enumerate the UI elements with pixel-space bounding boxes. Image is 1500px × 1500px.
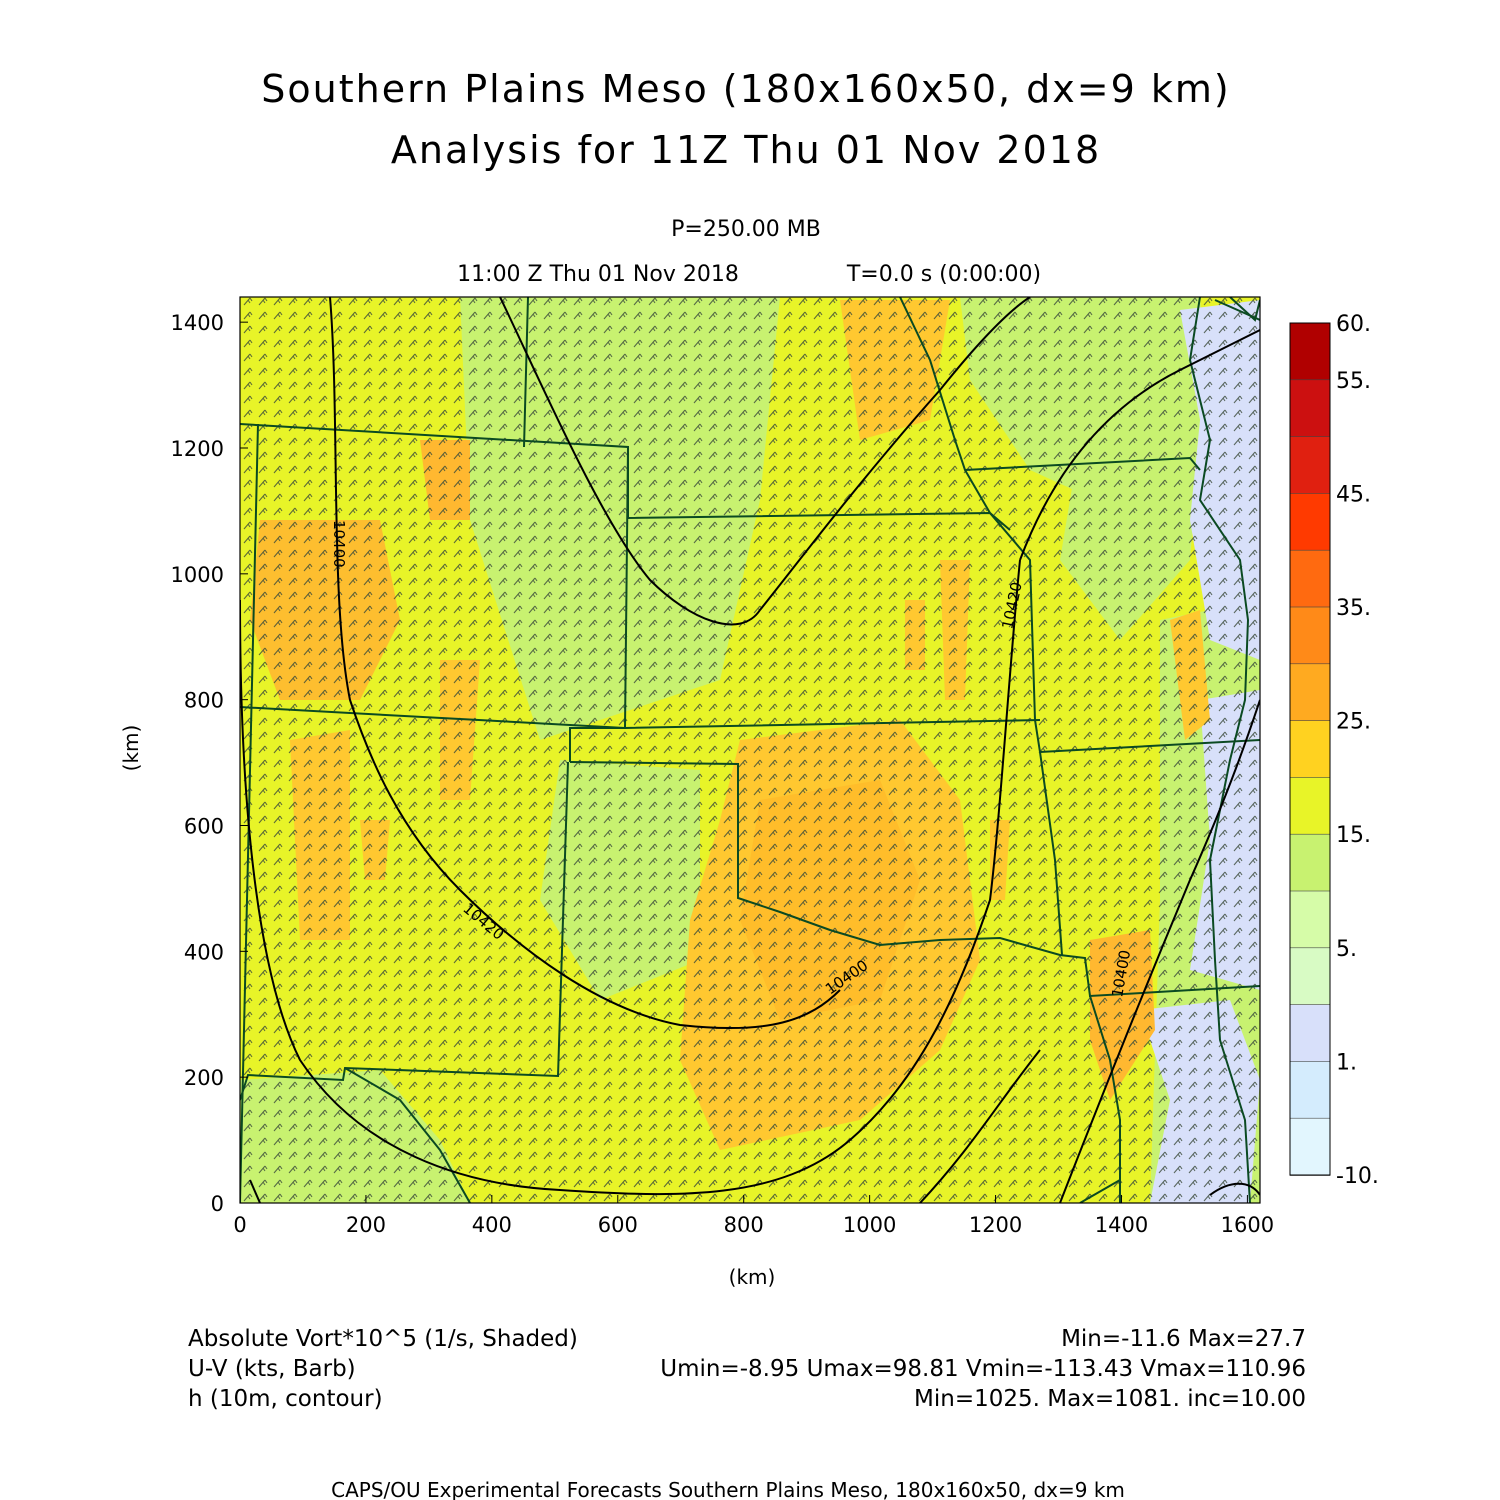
height-legend: h (10m, contour): [188, 1386, 383, 1412]
y-tick-label: 200: [184, 1066, 224, 1090]
colorbar-swatch: [1289, 720, 1331, 779]
colorbar-swatch: [1289, 947, 1331, 1006]
y-tick-label: 400: [184, 940, 224, 964]
y-tick-label: 600: [184, 815, 224, 839]
colorbar-label: 55.: [1336, 369, 1371, 394]
time-step: T=0.0 s (0:00:00): [846, 262, 1041, 287]
colorbar-swatch: [1289, 322, 1331, 381]
colorbar-label: -10.: [1336, 1164, 1379, 1189]
x-tick-label: 1200: [969, 1213, 1022, 1237]
height-contours: [240, 297, 1260, 1203]
valid-time: 11:00 Z Thu 01 Nov 2018: [457, 262, 739, 287]
colorbar-swatch: [1289, 890, 1331, 949]
y-tick-label: 1000: [171, 563, 224, 587]
colorbar-swatch: [1289, 493, 1331, 551]
vorticity-legend: Absolute Vort*10^5 (1/s, Shaded): [188, 1326, 578, 1352]
colorbar-label: 5.: [1336, 937, 1357, 962]
x-tick-label: 800: [724, 1213, 764, 1237]
colorbar-label: 60.: [1336, 312, 1371, 337]
y-axis-label: (km): [119, 725, 143, 772]
y-tick-label: 800: [184, 689, 224, 713]
pressure-level: P=250.00 MB: [671, 217, 821, 242]
colorbar-swatch: [1289, 436, 1331, 495]
colorbar-frame: [1289, 322, 1331, 1176]
y-tick-label: 1400: [171, 311, 224, 335]
colorbar-swatch: [1289, 606, 1331, 665]
colorbar-label: 45.: [1336, 482, 1371, 507]
colorbar-swatch: [1289, 549, 1331, 608]
map-title: Southern Plains Meso (180x160x50, dx=9 k…: [261, 67, 1230, 111]
height-range: Min=1025. Max=1081. inc=10.00: [914, 1386, 1306, 1412]
x-axis-label: (km): [729, 1265, 776, 1289]
wind-legend: U-V (kts, Barb): [188, 1356, 356, 1382]
colorbar-swatch: [1289, 1117, 1331, 1176]
wind-range: Umin=-8.95 Umax=98.81 Vmin=-113.43 Vmax=…: [660, 1356, 1306, 1382]
credit-line: CAPS/OU Experimental Forecasts Southern …: [331, 1478, 1125, 1500]
x-tick-label: 0: [233, 1213, 246, 1237]
x-tick-label: 600: [598, 1213, 638, 1237]
x-tick-label: 1600: [1221, 1213, 1274, 1237]
state-boundaries: [240, 297, 1260, 1203]
map-analysis-time: Analysis for 11Z Thu 01 Nov 2018: [391, 128, 1101, 172]
y-axis: 0 200 400 600 800 1000 1200 1400: [171, 311, 248, 1216]
colorbar-swatch: [1289, 777, 1331, 836]
colorbar-swatch: [1289, 1061, 1331, 1120]
y-tick-label: 0: [211, 1192, 224, 1216]
colorbar-swatch: [1289, 1004, 1331, 1063]
vorticity-range: Min=-11.6 Max=27.7: [1061, 1326, 1306, 1352]
colorbar-label: 15.: [1336, 823, 1371, 848]
colorbar-label: 35.: [1336, 596, 1371, 621]
x-axis: 0 200 400 600 800 1000 1200 1400 1600: [233, 1195, 1274, 1237]
colorbar-label: 1.: [1336, 1050, 1357, 1075]
x-tick-label: 1000: [843, 1213, 896, 1237]
plot-frame: [239, 296, 1261, 1204]
x-tick-label: 400: [472, 1213, 512, 1237]
colorbar-swatch: [1289, 379, 1331, 438]
x-tick-label: 1400: [1095, 1213, 1148, 1237]
colorbar-swatch: [1289, 663, 1331, 722]
colorbar-label: 25.: [1336, 710, 1371, 735]
x-tick-label: 200: [346, 1213, 386, 1237]
y-tick-label: 1200: [171, 437, 224, 461]
colorbar: 60. 55. 45. 35. 25. 15. 5. 1. -10.: [1289, 312, 1379, 1189]
contour-label: 10400: [330, 520, 348, 568]
colorbar-swatch: [1289, 833, 1331, 892]
